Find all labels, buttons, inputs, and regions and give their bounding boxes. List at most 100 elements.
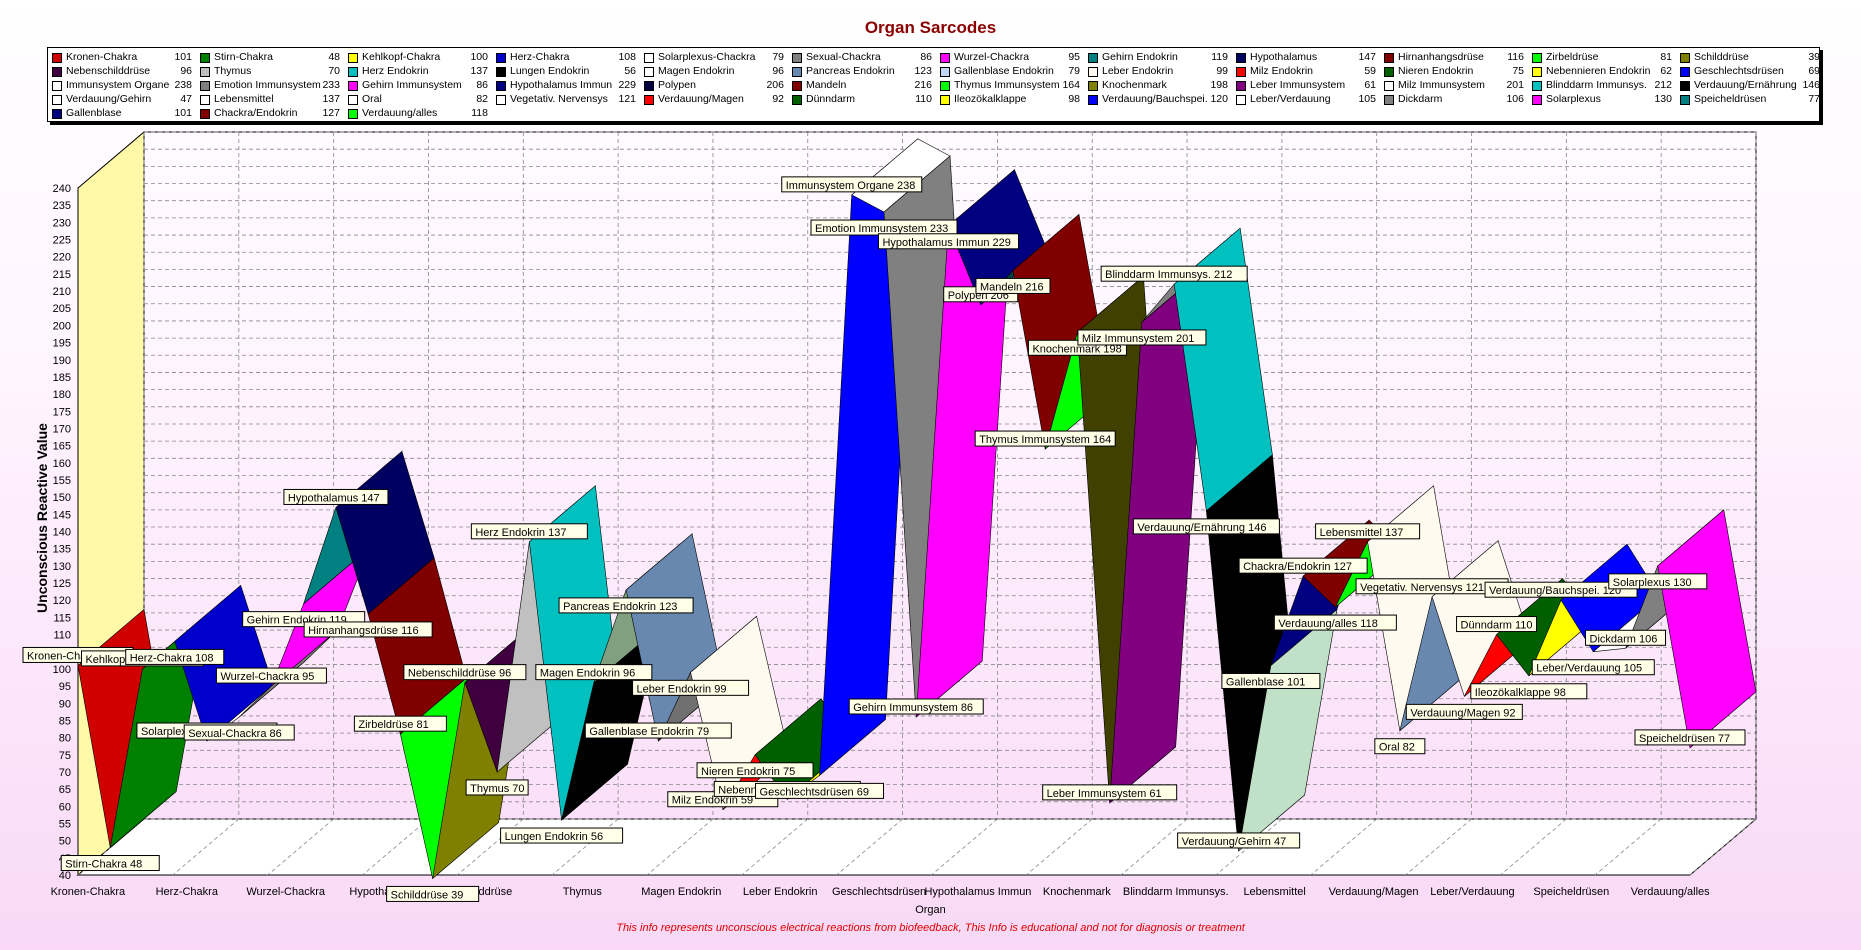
data-label-box bbox=[1608, 573, 1708, 590]
legend-label: Wurzel-Chackra bbox=[954, 51, 1030, 63]
data-label-box bbox=[353, 715, 447, 732]
legend-swatch bbox=[200, 109, 210, 119]
legend-value: 99 bbox=[1216, 65, 1228, 77]
data-label-box bbox=[125, 648, 225, 665]
data-label: Chackra/Endokrin 127 bbox=[1243, 561, 1352, 573]
legend-item: Solarplexus 130 bbox=[1532, 92, 1676, 106]
legend-value: 96 bbox=[180, 65, 192, 77]
data-label: Gallenblase 101 bbox=[1226, 676, 1306, 688]
data-label-box bbox=[470, 523, 588, 540]
legend-label: Gehirn Endokrin bbox=[1102, 51, 1178, 63]
data-label: Lungen Endokrin 56 bbox=[505, 831, 603, 843]
legend-item: Oral 82 bbox=[348, 92, 492, 106]
y-tick-label: 135 bbox=[53, 544, 71, 556]
legend-swatch bbox=[1088, 95, 1098, 105]
data-label-box bbox=[1405, 703, 1523, 720]
legend-swatch bbox=[200, 81, 210, 91]
gridline bbox=[836, 818, 903, 876]
data-label: Gallenblase Endokrin 79 bbox=[589, 726, 709, 738]
legend-label: Magen Endokrin bbox=[658, 65, 735, 77]
y-tick-label: 170 bbox=[53, 423, 71, 435]
data-label-box bbox=[1456, 616, 1538, 633]
y-tick-label: 80 bbox=[59, 733, 71, 745]
legend-item: Hirnanhangsdrüse 116 bbox=[1384, 50, 1528, 64]
legend-label: Thymus bbox=[214, 65, 252, 77]
legend-value: 106 bbox=[1506, 93, 1524, 105]
data-label: Thymus Immunsystem 164 bbox=[979, 434, 1111, 446]
gridline bbox=[362, 818, 429, 876]
y-tick-label: 210 bbox=[53, 286, 71, 298]
legend-label: Lebensmittel bbox=[214, 93, 274, 105]
legend-value: 75 bbox=[1512, 65, 1524, 77]
legend-swatch bbox=[1088, 53, 1098, 63]
y-tick-label: 205 bbox=[53, 303, 71, 315]
legend-swatch bbox=[1680, 67, 1690, 77]
legend-value: 101 bbox=[174, 107, 192, 119]
x-tick-label: Knochenmark bbox=[1043, 886, 1111, 898]
legend-item: Hypothalamus 147 bbox=[1236, 50, 1380, 64]
legend-swatch bbox=[792, 53, 802, 63]
legend-swatch bbox=[644, 95, 654, 105]
data-label-box bbox=[1470, 683, 1588, 700]
data-label: Ileozökalklappe 98 bbox=[1475, 687, 1566, 699]
legend-label: Sexual-Chackra bbox=[806, 51, 881, 63]
legend-value: 92 bbox=[772, 93, 784, 105]
legend-swatch bbox=[1384, 53, 1394, 63]
legend-swatch bbox=[496, 53, 506, 63]
y-tick-label: 60 bbox=[59, 801, 71, 813]
legend-swatch bbox=[348, 81, 358, 91]
legend-item: Nieren Endokrin 75 bbox=[1384, 64, 1528, 78]
data-label-box bbox=[1238, 557, 1368, 574]
legend-item: Leber/Verdauung 105 bbox=[1236, 92, 1380, 106]
legend-item: Gallenblase Endokrin 79 bbox=[940, 64, 1084, 78]
legend-value: 110 bbox=[915, 93, 932, 105]
legend-value: 48 bbox=[328, 51, 340, 63]
legend-value: 77 bbox=[1808, 93, 1820, 105]
legend-item: Immunsystem Organe 238 bbox=[52, 78, 196, 92]
legend-value: 130 bbox=[1654, 93, 1672, 105]
legend-label: Lungen Endokrin bbox=[510, 65, 590, 77]
legend-item: Blinddarm Immunsys. 212 bbox=[1532, 78, 1676, 92]
legend-item: Sexual-Chackra 86 bbox=[792, 50, 936, 64]
legend-value: 119 bbox=[1211, 51, 1228, 63]
data-label-box bbox=[558, 597, 694, 614]
y-tick-label: 220 bbox=[53, 252, 71, 264]
data-label-box bbox=[1531, 659, 1655, 676]
legend-label: Leber Immunsystem bbox=[1250, 79, 1346, 91]
gridline bbox=[1594, 818, 1662, 876]
data-label: Speicheldrüsen 77 bbox=[1639, 733, 1730, 745]
x-tick-label: Kronen-Chakra bbox=[51, 886, 126, 898]
legend-swatch bbox=[1088, 67, 1098, 77]
data-label: Immunsystem Organe 238 bbox=[786, 180, 916, 192]
legend-swatch bbox=[792, 81, 802, 91]
legend-value: 100 bbox=[470, 51, 488, 63]
legend-label: Polypen bbox=[658, 79, 696, 91]
legend-item: Ileozökalklappe 98 bbox=[940, 92, 1084, 106]
data-label: Verdauung/Bauchspei. 120 bbox=[1489, 585, 1621, 597]
legend-label: Solarplexus-Chackra bbox=[658, 51, 756, 63]
legend-swatch bbox=[200, 67, 210, 77]
legend-value: 108 bbox=[618, 51, 636, 63]
legend-swatch bbox=[1680, 95, 1690, 105]
data-label: Milz Immunsystem 201 bbox=[1082, 333, 1194, 345]
legend-value: 164 bbox=[1062, 79, 1080, 91]
data-label: Nieren Endokrin 75 bbox=[701, 766, 795, 778]
legend-swatch bbox=[1088, 81, 1098, 91]
data-label: Hirnanhangsdrüse 116 bbox=[308, 625, 418, 637]
y-tick-label: 230 bbox=[53, 217, 71, 229]
legend-value: 47 bbox=[180, 93, 192, 105]
legend-label: Speicheldrüsen bbox=[1694, 93, 1767, 105]
legend-item: Dünndarm 110 bbox=[792, 92, 936, 106]
gridline bbox=[646, 818, 714, 876]
y-tick-label: 155 bbox=[53, 475, 71, 487]
legend-swatch bbox=[1532, 53, 1542, 63]
legend-item: Thymus 70 bbox=[200, 64, 344, 78]
data-label: Leber Endokrin 99 bbox=[637, 683, 727, 695]
legend-swatch bbox=[348, 95, 358, 105]
y-tick-label: 125 bbox=[53, 578, 71, 590]
legend-item: Thymus Immunsystem 164 bbox=[940, 78, 1084, 92]
legend-item: Speicheldrüsen 77 bbox=[1680, 92, 1824, 106]
legend-label: Gallenblase Endokrin bbox=[954, 65, 1054, 77]
data-label-box bbox=[1042, 784, 1178, 801]
data-label: Solarplexus 130 bbox=[1613, 577, 1692, 589]
